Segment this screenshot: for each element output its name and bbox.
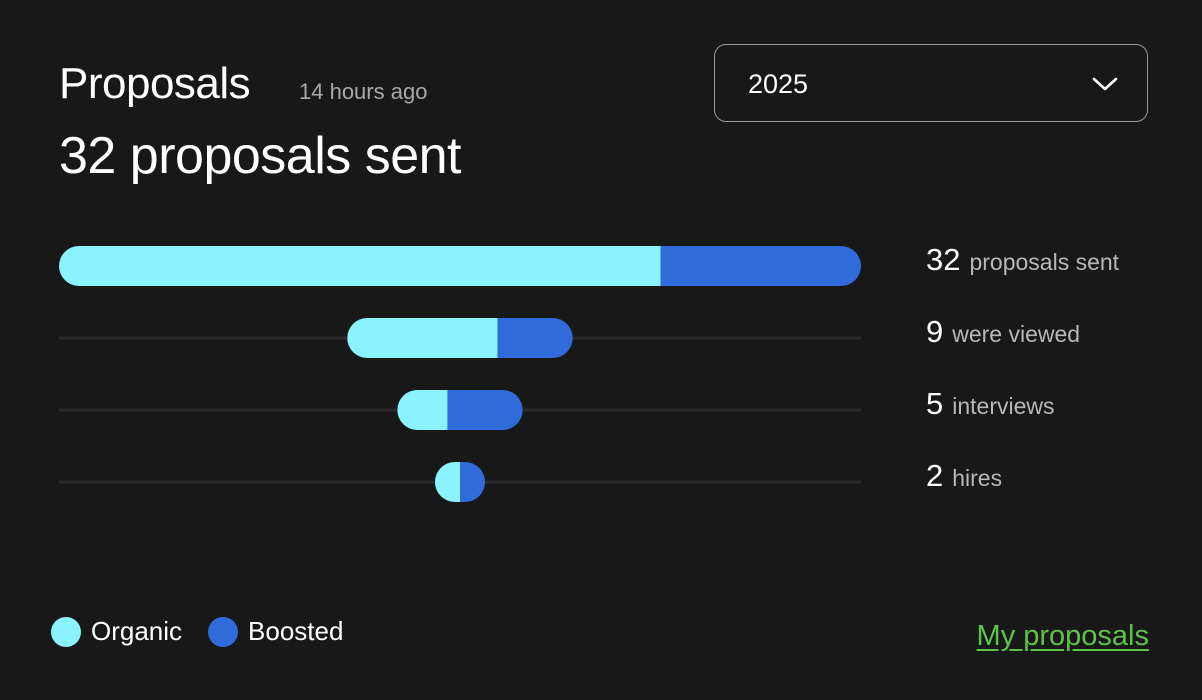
funnel-label-proposals-sent: 32 proposals sent	[926, 242, 1119, 278]
funnel-label-were-viewed: 9 were viewed	[926, 314, 1080, 350]
year-dropdown-value: 2025	[748, 69, 809, 99]
my-proposals-link[interactable]: My proposals	[976, 620, 1149, 652]
funnel-count-were-viewed: 9	[926, 314, 944, 349]
chart-legend: Organic Boosted	[51, 616, 369, 647]
bar-segment-boosted-hires	[460, 462, 486, 502]
legend-swatch-boosted	[208, 616, 239, 647]
chevron-down-icon	[1092, 77, 1118, 91]
bar-segment-boosted-proposals-sent	[660, 246, 861, 286]
bar-segment-organic-proposals-sent	[59, 246, 661, 286]
legend-item-organic: Organic	[51, 616, 182, 647]
bar-segment-organic-were-viewed	[347, 318, 498, 358]
funnel-category-were-viewed: were viewed	[952, 321, 1081, 347]
funnel-category-proposals-sent: proposals sent	[969, 249, 1120, 275]
bar-segment-organic-interviews	[397, 390, 448, 430]
funnel-bar-were-viewed	[347, 318, 573, 358]
funnel-category-hires: hires	[952, 465, 1003, 491]
bar-segment-organic-hires	[434, 462, 460, 502]
legend-item-boosted: Boosted	[208, 616, 343, 647]
funnel-label-hires: 2 hires	[926, 458, 1002, 494]
funnel-count-interviews: 5	[926, 386, 944, 421]
bar-segment-boosted-were-viewed	[497, 318, 573, 358]
page-title: Proposals	[59, 59, 251, 108]
summary-headline: 32 proposals sent	[59, 127, 462, 185]
funnel-category-interviews: interviews	[952, 393, 1055, 419]
bar-segment-boosted-interviews	[447, 390, 523, 430]
legend-label-organic: Organic	[91, 616, 183, 646]
funnel-bar-proposals-sent	[59, 246, 861, 286]
funnel-bar-hires	[434, 462, 486, 502]
funnel-count-hires: 2	[926, 458, 944, 493]
legend-swatch-organic	[51, 616, 81, 647]
funnel-count-proposals-sent: 32	[926, 242, 961, 277]
last-updated-timestamp: 14 hours ago	[299, 79, 428, 104]
legend-label-boosted: Boosted	[248, 616, 344, 646]
year-dropdown[interactable]: 2025	[714, 44, 1148, 122]
funnel-bar-interviews	[397, 390, 523, 430]
funnel-label-interviews: 5 interviews	[926, 386, 1055, 422]
proposals-funnel-chart	[59, 246, 861, 502]
